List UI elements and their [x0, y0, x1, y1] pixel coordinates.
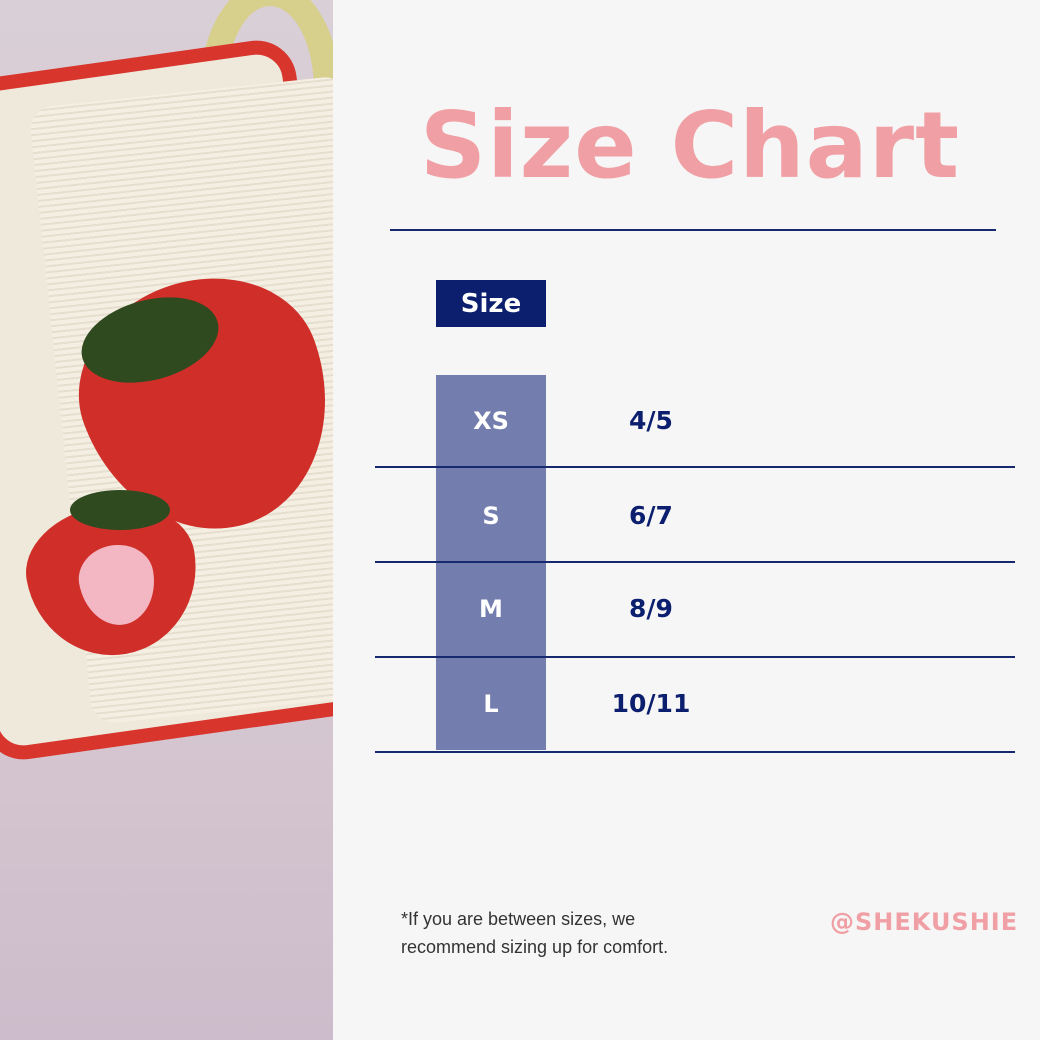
strawberry-leaf: [70, 490, 170, 530]
value-cell: 4/5: [629, 406, 673, 435]
note-line: *If you are between sizes, we: [401, 909, 636, 929]
size-cell: XS: [473, 406, 509, 435]
row-divider: [375, 656, 1015, 658]
table-row: M 8/9: [436, 561, 1016, 656]
row-divider: [375, 466, 1015, 468]
brand-handle: @SHEKUSHIE: [830, 908, 1019, 936]
row-divider: [375, 561, 1015, 563]
title-divider: [390, 229, 996, 231]
size-cell: L: [483, 689, 499, 718]
value-cell: 8/9: [629, 594, 673, 623]
note-line: recommend sizing up for comfort.: [401, 937, 669, 957]
size-cell: M: [479, 594, 503, 623]
page-title: Size Chart: [419, 92, 961, 199]
product-photo: [0, 0, 333, 1040]
row-divider: [375, 751, 1015, 753]
value-cell: 6/7: [629, 501, 673, 530]
size-column-header: Size: [436, 280, 546, 327]
sizing-note: *If you are between sizes, we recommend …: [401, 905, 668, 961]
table-row: L 10/11: [436, 656, 1016, 751]
table-row: XS 4/5: [436, 373, 1016, 468]
value-cell: 10/11: [611, 689, 691, 718]
size-cell: S: [482, 501, 500, 530]
table-row: S 6/7: [436, 468, 1016, 563]
